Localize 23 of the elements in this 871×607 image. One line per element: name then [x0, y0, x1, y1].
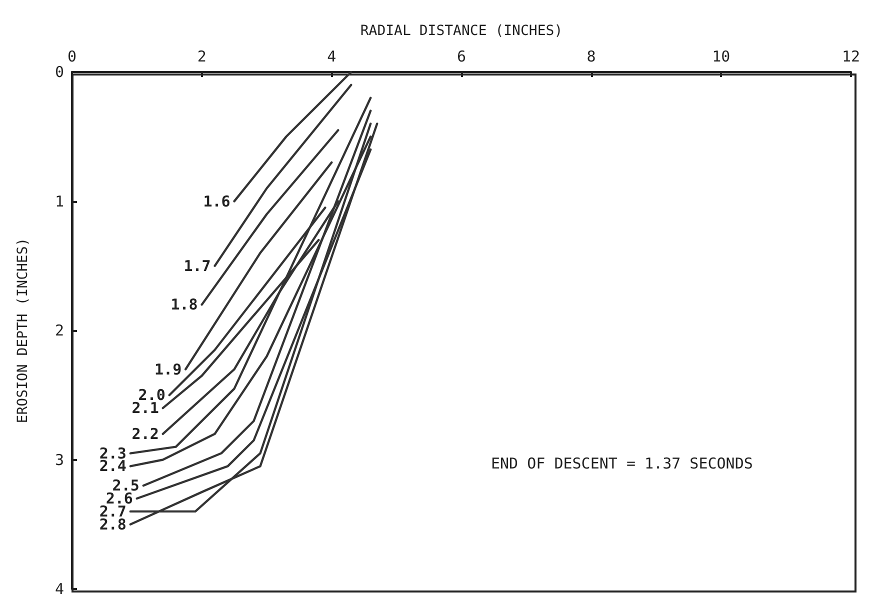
y-tick-label: 0: [54, 63, 64, 81]
x-tick-label: 4: [327, 48, 336, 66]
series-label: 2.2: [132, 424, 159, 443]
annotation: END OF DESCENT = 1.37 SECONDS: [491, 454, 753, 472]
series-label: 2.1: [132, 399, 159, 418]
y-tick-label: 4: [54, 580, 64, 598]
series-label: 2.8: [99, 515, 126, 534]
series-label: 1.6: [203, 192, 230, 210]
x-tick-label: 6: [456, 48, 466, 66]
y-tick-label: 3: [54, 450, 64, 469]
y-tick-label: 2: [54, 322, 64, 340]
x-tick-label: 12: [842, 48, 860, 66]
x-tick-label: 8: [586, 48, 596, 66]
x-tick-label: 0: [67, 48, 77, 66]
series-label: 2.4: [99, 457, 126, 476]
x-tick-label: 2: [197, 48, 206, 66]
series-label: 1.9: [154, 360, 182, 378]
series-label: 1.8: [170, 296, 198, 314]
x-tick-label: 10: [712, 48, 730, 66]
y-axis-title: EROSION DEPTH (INCHES): [15, 238, 31, 424]
series-label: 1.7: [184, 256, 211, 275]
y-tick-label: 1: [54, 192, 64, 210]
x-axis-title: RADIAL DISTANCE (INCHES): [360, 23, 563, 39]
